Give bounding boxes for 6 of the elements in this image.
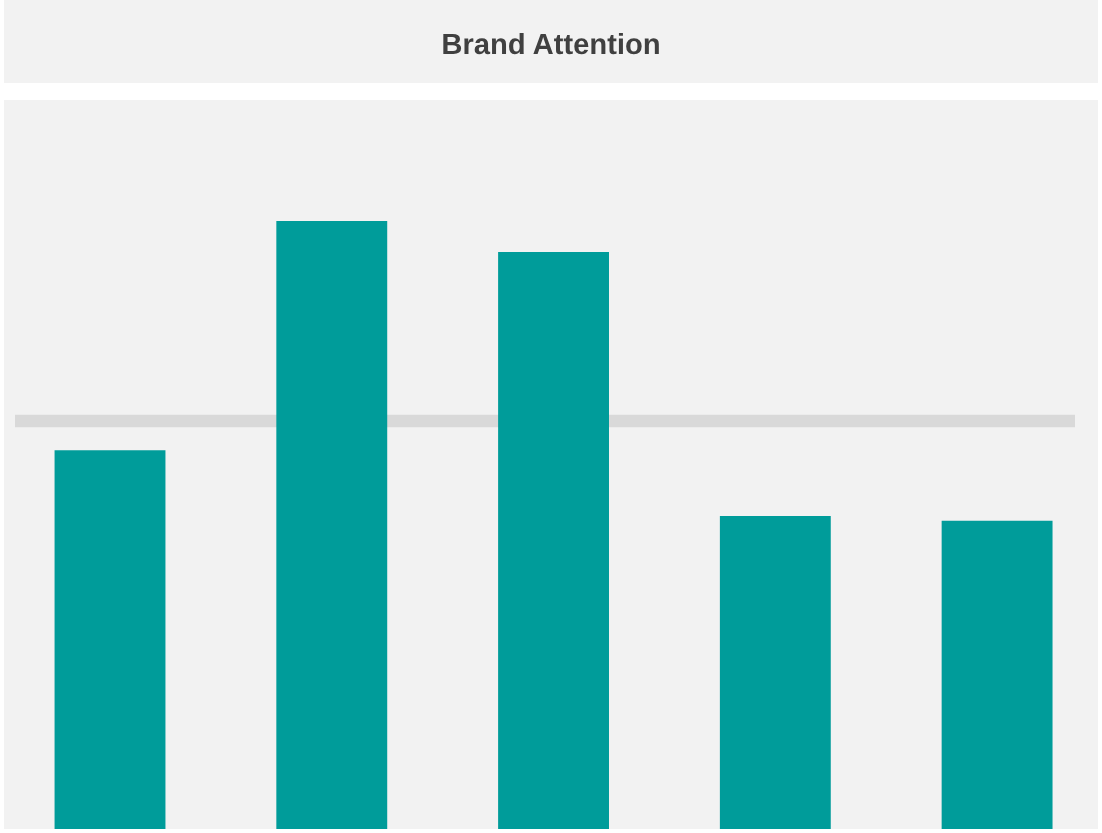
chart-title: Brand Attention <box>443 32 659 55</box>
bar <box>941 520 1053 829</box>
bar <box>498 252 609 829</box>
bar <box>719 515 831 829</box>
bar <box>54 450 166 829</box>
bar <box>276 220 388 829</box>
